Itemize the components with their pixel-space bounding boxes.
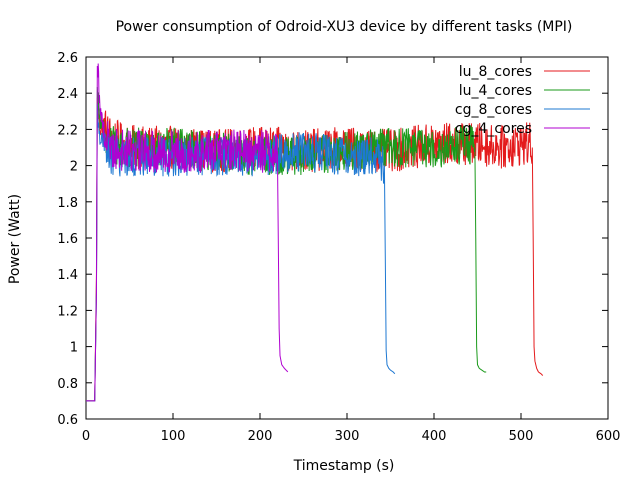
- y-axis-title: Power (Watt): [7, 194, 23, 284]
- legend-label-cg-4-cores: cg_4_cores: [455, 121, 532, 137]
- x-tick-label: 400: [422, 429, 447, 444]
- legend: lu_8_cores lu_4_cores cg_8_cores cg_4_cores: [455, 64, 590, 137]
- y-tick-label: 1.4: [57, 268, 78, 283]
- y-tick-label: 0.6: [57, 413, 78, 428]
- y-tick-label: 2.4: [57, 87, 78, 102]
- y-tick-label: 1: [70, 341, 78, 356]
- legend-label-lu-4-cores: lu_4_cores: [459, 83, 532, 99]
- x-tick-label: 300: [335, 429, 360, 444]
- y-tick-label: 1.2: [57, 304, 78, 319]
- y-tick-label: 2.6: [57, 51, 78, 66]
- x-tick-label: 600: [596, 429, 621, 444]
- x-axis: 0 100 200 300 400 500 600: [82, 57, 621, 444]
- legend-label-lu-8-cores: lu_8_cores: [459, 64, 532, 80]
- x-tick-label: 200: [248, 429, 273, 444]
- chart-title: Power consumption of Odroid-XU3 device b…: [116, 19, 573, 35]
- x-axis-title: Timestamp (s): [293, 458, 395, 474]
- x-tick-label: 500: [509, 429, 534, 444]
- y-tick-label: 1.6: [57, 232, 78, 247]
- legend-label-cg-8-cores: cg_8_cores: [455, 102, 532, 118]
- y-tick-label: 1.8: [57, 196, 78, 211]
- y-axis: 0.6 0.8 1 1.2 1.4 1.6 1.8 2 2.2 2.4 2.6: [57, 51, 608, 428]
- x-tick-label: 0: [82, 429, 90, 444]
- x-tick-label: 100: [161, 429, 186, 444]
- y-tick-label: 2.2: [57, 123, 78, 138]
- y-tick-label: 0.8: [57, 377, 78, 392]
- y-tick-label: 2: [70, 160, 78, 175]
- series-line-cg-4-cores: [86, 63, 289, 402]
- series-lines: [86, 63, 544, 402]
